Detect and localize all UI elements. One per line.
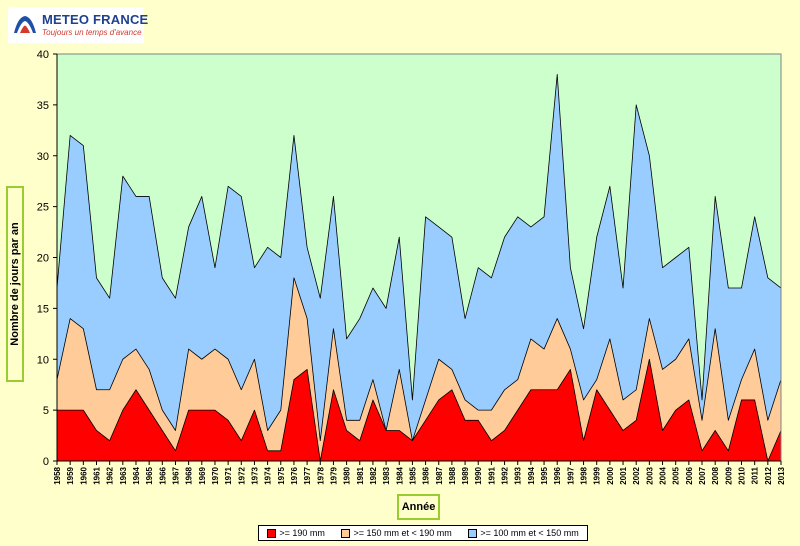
legend-item-series-3: >= 100 mm et < 150 mm xyxy=(468,528,579,538)
x-axis-label-box: Année xyxy=(397,494,440,520)
x-tick-label: 1974 xyxy=(264,466,273,484)
x-tick-label: 1998 xyxy=(580,466,589,484)
x-tick-label: 1973 xyxy=(250,466,259,484)
legend: >= 190 mm >= 150 mm et < 190 mm >= 100 m… xyxy=(258,525,588,541)
legend-label-series-1: >= 190 mm xyxy=(279,528,325,538)
x-tick-label: 1986 xyxy=(422,466,431,484)
y-tick-label: 5 xyxy=(43,405,49,417)
x-tick-label: 1977 xyxy=(303,466,312,484)
y-tick-label: 40 xyxy=(37,49,49,61)
x-tick-label: 1960 xyxy=(79,466,88,484)
x-tick-label: 2010 xyxy=(738,466,747,484)
x-tick-label: 2013 xyxy=(777,466,786,484)
x-tick-label: 2007 xyxy=(698,466,707,484)
x-tick-label: 1997 xyxy=(566,466,575,484)
x-tick-label: 1996 xyxy=(553,466,562,484)
area-series-1 xyxy=(56,358,782,462)
x-tick-label: 2000 xyxy=(606,466,615,484)
x-tick-label: 2011 xyxy=(751,466,760,484)
x-tick-label: 1989 xyxy=(461,466,470,484)
x-tick-label: 1994 xyxy=(527,466,536,484)
legend-label-series-2: >= 150 mm et < 190 mm xyxy=(353,528,452,538)
x-tick-label: 1963 xyxy=(119,466,128,484)
x-tick-label: 1993 xyxy=(514,466,523,484)
x-tick-label: 1990 xyxy=(474,466,483,484)
legend-label-series-3: >= 100 mm et < 150 mm xyxy=(480,528,579,538)
legend-item-series-2: >= 150 mm et < 190 mm xyxy=(341,528,452,538)
x-tick-label: 1983 xyxy=(382,466,391,484)
x-tick-label: 1987 xyxy=(435,466,444,484)
series-layer xyxy=(56,73,782,462)
x-tick-label: 1976 xyxy=(290,466,299,484)
y-axis-label: Nombre de jours par an xyxy=(9,222,21,346)
x-tick-label: 1979 xyxy=(329,466,338,484)
x-tick-label: 1959 xyxy=(66,466,75,484)
x-tick-label: 1999 xyxy=(593,466,602,484)
x-tick-label: 1978 xyxy=(316,466,325,484)
x-tick-label: 2003 xyxy=(645,466,654,484)
x-tick-label: 1995 xyxy=(540,466,549,484)
y-tick-label: 35 xyxy=(37,100,49,112)
x-tick-label: 2004 xyxy=(659,466,668,484)
legend-item-series-1: >= 190 mm xyxy=(267,528,325,538)
y-tick-label: 0 xyxy=(43,456,49,468)
x-tick-label: 1992 xyxy=(501,466,510,484)
y-tick-label: 10 xyxy=(37,354,49,366)
axis-layer: 0 5 10 15 20 25 30 35 40 1958 1959 1960 1961 1962 1963… xyxy=(37,49,786,485)
x-tick-label: 1980 xyxy=(343,466,352,484)
x-tick-label: 1981 xyxy=(356,466,365,484)
x-tick-label: 2001 xyxy=(619,466,628,484)
x-tick-label: 1958 xyxy=(53,466,62,484)
x-tick-label: 1967 xyxy=(171,466,180,484)
x-tick-label: 1972 xyxy=(237,466,246,484)
y-tick-label: 25 xyxy=(37,202,49,214)
x-tick-label: 2008 xyxy=(711,466,720,484)
x-tick-label: 2006 xyxy=(685,466,694,484)
x-tick-label: 1970 xyxy=(211,466,220,484)
legend-swatch-series-2 xyxy=(341,528,351,538)
legend-swatch-series-1 xyxy=(267,528,277,538)
logo-tagline: Toujours un temps d'avance xyxy=(42,28,142,37)
x-tick-label: 1969 xyxy=(198,466,207,484)
x-tick-label: 2002 xyxy=(632,466,641,484)
legend-swatch-series-3 xyxy=(468,528,478,538)
x-tick-label: 1964 xyxy=(132,466,141,484)
x-tick-label: 2012 xyxy=(764,466,773,484)
x-tick-label: 2005 xyxy=(672,466,681,484)
y-tick-label: 30 xyxy=(37,151,49,163)
x-tick-label: 1966 xyxy=(158,466,167,484)
x-tick-label: 1971 xyxy=(224,466,233,484)
x-tick-label: 1991 xyxy=(487,466,496,484)
y-tick-label: 15 xyxy=(37,303,49,315)
meteo-france-logo: METEO FRANCE Toujours un temps d'avance xyxy=(8,7,148,43)
x-tick-label: 1975 xyxy=(277,466,286,484)
x-tick-label: 1982 xyxy=(369,466,378,484)
logo-name: METEO FRANCE xyxy=(42,12,149,27)
y-tick-label: 20 xyxy=(37,253,49,265)
x-axis-label: Année xyxy=(401,501,436,513)
x-tick-label: 1965 xyxy=(145,466,154,484)
area-series-3 xyxy=(56,73,782,462)
x-tick-label: 1968 xyxy=(185,466,194,484)
x-tick-label: 1984 xyxy=(395,466,404,484)
x-tick-label: 2009 xyxy=(724,466,733,484)
x-tick-label: 1985 xyxy=(408,466,417,484)
y-axis-label-box: Nombre de jours par an xyxy=(6,186,24,382)
meteo-france-logo-icon xyxy=(14,16,36,33)
x-tick-label: 1988 xyxy=(448,466,457,484)
x-tick-label: 1961 xyxy=(92,466,101,484)
x-tick-label: 1962 xyxy=(106,466,115,484)
